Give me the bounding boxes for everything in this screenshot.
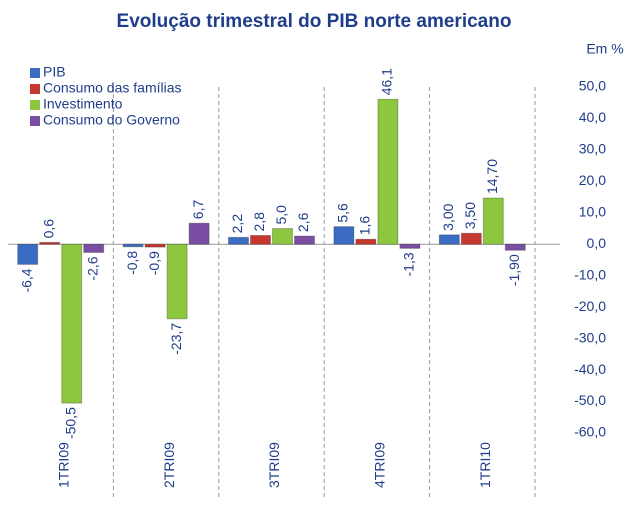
data-label: 46,1 [379, 68, 395, 95]
data-label: 6,7 [190, 200, 206, 220]
bar [17, 243, 39, 265]
y-tick-label: -20,0 [574, 298, 606, 314]
unit-label: Em % [586, 41, 623, 57]
bar [460, 232, 482, 245]
y-tick-label: -40,0 [574, 361, 606, 377]
x-tick-label: 1TRI09 [55, 442, 71, 488]
x-tick-label: 2TRI09 [161, 442, 177, 488]
data-label: -1,90 [506, 254, 522, 286]
x-tick-label: 4TRI09 [372, 442, 388, 488]
data-label: -0,9 [146, 251, 162, 275]
bar [228, 236, 249, 245]
y-tick-label: 20,0 [579, 172, 606, 188]
data-label: 3,00 [440, 203, 456, 230]
legend-marker [30, 84, 40, 94]
bar [250, 234, 271, 245]
x-tick-label: 1TRI10 [477, 442, 493, 488]
data-label: -1,3 [401, 252, 417, 276]
bar [482, 197, 504, 245]
y-tick-label: -30,0 [574, 329, 606, 345]
bar [83, 243, 105, 253]
data-label: -23,7 [168, 323, 184, 355]
bar [39, 241, 61, 245]
data-label: -6,4 [18, 268, 34, 292]
bar [377, 98, 399, 245]
bar [333, 226, 355, 245]
y-tick-label: 10,0 [579, 204, 606, 220]
y-tick-label: -50,0 [574, 392, 606, 408]
data-label: 3,50 [462, 202, 478, 229]
bar [294, 235, 315, 245]
bar [144, 243, 166, 248]
data-label: 14,70 [484, 159, 500, 194]
y-tick-label: 50,0 [579, 78, 606, 94]
legend-marker [30, 68, 40, 78]
data-label: -2,6 [84, 256, 100, 280]
data-label: 0,6 [40, 219, 56, 239]
bar [188, 222, 210, 245]
bar [355, 238, 377, 245]
data-label: -50,5 [62, 407, 78, 439]
data-label: 1,6 [357, 216, 373, 236]
data-label: -0,8 [124, 251, 140, 275]
y-tick-label: 0,0 [587, 235, 607, 251]
x-tick-label: 3TRI09 [266, 442, 282, 488]
bar [504, 243, 526, 251]
data-label: 2,8 [251, 212, 267, 232]
data-label: 5,0 [273, 205, 289, 225]
legend-label: Consumo das famílias [43, 80, 182, 96]
bar [166, 243, 188, 320]
legend-label: Consumo do Governo [43, 112, 180, 128]
y-tick-label: -10,0 [574, 266, 606, 282]
legend-label: Investimento [43, 96, 123, 112]
legend-marker [30, 100, 40, 110]
bar [61, 243, 83, 404]
data-label: 5,6 [335, 203, 351, 223]
y-tick-label: 30,0 [579, 141, 606, 157]
legend-marker [30, 116, 40, 126]
data-label: 2,2 [229, 214, 245, 234]
y-tick-label: -60,0 [574, 424, 606, 440]
data-label: 2,6 [295, 212, 311, 232]
bar [399, 243, 421, 249]
bar [122, 243, 144, 248]
bar [272, 228, 293, 245]
legend-label: PIB [43, 64, 66, 80]
y-tick-label: 40,0 [579, 109, 606, 125]
chart-title: Evolução trimestral do PIB norte america… [117, 11, 512, 32]
bar [438, 234, 460, 245]
